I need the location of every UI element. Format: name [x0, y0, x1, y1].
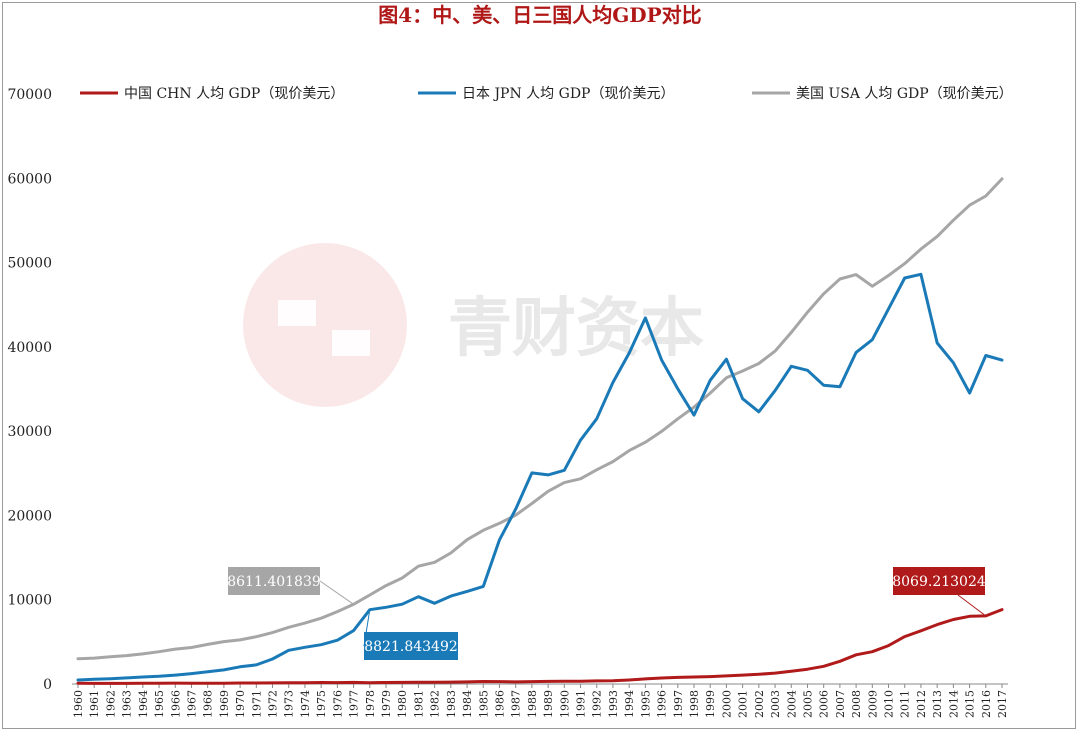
- x-tick-label: 1986: [493, 690, 506, 718]
- x-tick-label: 1960: [72, 690, 85, 718]
- callout-label: 8821.843492: [364, 639, 458, 655]
- x-tick-label: 2013: [931, 690, 944, 718]
- x-tick-label: 1983: [445, 690, 458, 718]
- x-tick-label: 1974: [299, 690, 312, 718]
- x-tick-label: 2017: [996, 690, 1009, 718]
- callout-box: [364, 632, 458, 660]
- x-tick-label: 2015: [964, 690, 977, 718]
- callout-leader: [319, 580, 354, 605]
- chart-title: 图4：中、美、日三国人均GDP对比: [378, 3, 701, 27]
- legend-label: 美国 USA 人均 GDP（现价美元）: [796, 86, 1013, 102]
- x-tick-label: 1991: [575, 690, 588, 718]
- y-tick-label: 10000: [7, 593, 52, 609]
- x-tick-label: 2014: [947, 690, 960, 718]
- x-tick-label: 2011: [899, 690, 912, 718]
- x-tick-label: 1965: [153, 690, 166, 718]
- x-tick-label: 1972: [267, 690, 280, 718]
- x-tick-label: 1997: [672, 690, 685, 718]
- x-tick-label: 1988: [526, 690, 539, 718]
- x-tick-label: 1980: [396, 690, 409, 718]
- x-tick-label: 1984: [461, 690, 474, 718]
- x-tick-label: 1982: [429, 690, 442, 718]
- legend-label: 日本 JPN 人均 GDP（现价美元）: [462, 86, 674, 102]
- x-tick-label: 1976: [331, 690, 344, 718]
- x-tick-label: 1990: [558, 690, 571, 718]
- x-tick-label: 1992: [591, 690, 604, 718]
- x-tick-label: 2002: [753, 690, 766, 718]
- x-tick-label: 1969: [218, 690, 231, 718]
- y-tick-label: 20000: [7, 508, 52, 524]
- x-tick-label: 2010: [883, 690, 896, 718]
- x-tick-label: 1975: [315, 690, 328, 718]
- x-tick-label: 1993: [607, 690, 620, 718]
- watermark-text: 青财资本: [448, 292, 704, 366]
- y-tick-label: 70000: [7, 87, 52, 103]
- y-axis: 0 10000 20000 30000 40000 50000 60000 70000: [7, 87, 52, 693]
- x-tick-label: 1962: [104, 690, 117, 718]
- x-tick-label: 1973: [283, 690, 296, 718]
- x-tick-label: 2001: [737, 690, 750, 718]
- y-tick-label: 0: [43, 677, 52, 693]
- x-tick-label: 1995: [639, 690, 652, 718]
- x-tick-label: 1963: [121, 690, 134, 718]
- x-tick-label: 2000: [720, 690, 733, 718]
- x-tick-label: 1979: [380, 690, 393, 718]
- x-tick-label: 1996: [656, 690, 669, 718]
- y-tick-label: 40000: [7, 340, 52, 356]
- x-tick-label: 2004: [785, 690, 798, 718]
- x-tick-label: 1977: [348, 690, 361, 718]
- x-tick-label: 1998: [688, 690, 701, 718]
- x-tick-label: 1966: [169, 690, 182, 718]
- x-tick-label: 2008: [850, 690, 863, 718]
- series-line-1: [76, 272, 1004, 682]
- x-tick-label: 1967: [185, 690, 198, 718]
- callout-box: [228, 567, 320, 595]
- callout-label: 8611.401839: [227, 574, 321, 590]
- watermark-logo-icon: [243, 243, 407, 407]
- x-tick-label: 2005: [801, 690, 814, 718]
- x-tick-label: 2006: [818, 690, 831, 718]
- y-tick-label: 50000: [7, 256, 52, 272]
- series-lines: [76, 177, 1004, 685]
- callout-label: 8069.213024: [892, 574, 986, 590]
- x-tick-label: 2016: [980, 690, 993, 718]
- y-tick-label: 60000: [7, 171, 52, 187]
- x-tick-label: 1961: [88, 690, 101, 718]
- series-line-0: [76, 608, 1004, 685]
- y-tick-label: 30000: [7, 424, 52, 440]
- x-tick-label: 1981: [412, 690, 425, 718]
- x-tick-label: 1987: [510, 690, 523, 718]
- x-tick-label: 2009: [866, 690, 879, 718]
- callout-leader: [957, 594, 987, 617]
- x-tick-label: 1985: [477, 690, 490, 718]
- x-tick-label: 2012: [915, 690, 928, 718]
- series-line-2: [76, 177, 1004, 661]
- x-tick-label: 2007: [834, 690, 847, 718]
- legend-label: 中国 CHN 人均 GDP（现价美元）: [124, 86, 344, 102]
- x-tick-label: 1978: [364, 690, 377, 718]
- x-tick-label: 1971: [250, 690, 263, 718]
- x-tick-label: 1989: [542, 690, 555, 718]
- legend: 中国 CHN 人均 GDP（现价美元） 日本 JPN 人均 GDP（现价美元） 美国…: [80, 86, 1013, 102]
- x-tick-label: 1994: [623, 690, 636, 718]
- x-tick-label: 2003: [769, 690, 782, 718]
- x-tick-label: 1964: [137, 690, 150, 718]
- x-tick-label: 1968: [202, 690, 215, 718]
- callout-box: [893, 567, 985, 595]
- watermark: 青财资本: [243, 243, 704, 407]
- x-tick-label: 1970: [234, 690, 247, 718]
- x-tick-label: 1999: [704, 690, 717, 718]
- x-axis: 1960 1961 1962 1963 1964 1965 1966 1967 1968 1969…: [72, 683, 1009, 718]
- callouts: 8611.401839 8821.843492 8069.213024: [227, 567, 987, 660]
